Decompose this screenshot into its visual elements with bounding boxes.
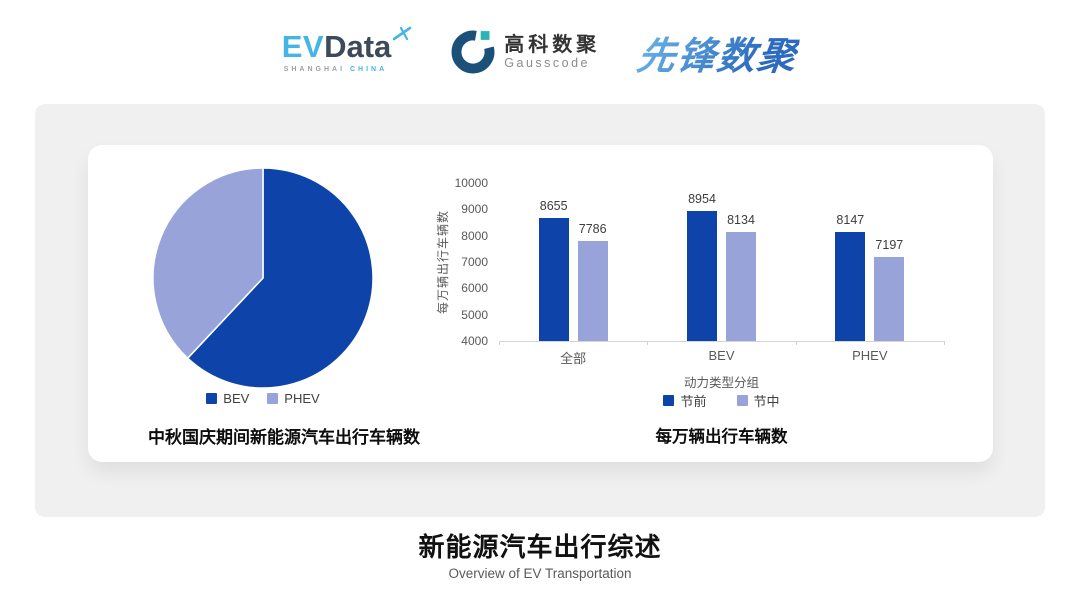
pie-legend-label-phev: PHEV: [284, 391, 320, 406]
header-logos: EV Data SHANGHAI CHINA 高科数聚 Gausscode 先锋…: [0, 22, 1080, 82]
gausscode-cn-name: 高科数聚: [504, 33, 601, 56]
x-axis-line: [499, 341, 944, 342]
y-tick-7000: 7000: [461, 255, 488, 269]
bar-value-pre-holiday-all: 8655: [539, 199, 568, 214]
y-tick-10000: 10000: [454, 176, 488, 190]
x-tick-all: 全部: [560, 351, 587, 366]
evdata-tagline: SHANGHAI CHINA: [282, 66, 414, 73]
y-tick-4000: 4000: [461, 334, 488, 348]
y-axis-title: 每万辆出行车辆数: [436, 210, 450, 315]
gausscode-text: 高科数聚 Gausscode: [504, 34, 600, 71]
pie-legend-swatch-phev: [267, 393, 279, 404]
page-title: 新能源汽车出行综述: [418, 532, 662, 562]
bar-mid-holiday-phev: [874, 256, 905, 341]
bar-legend-label-mid-holiday: 节中: [753, 394, 780, 409]
bar-mid-holiday-all: [577, 241, 608, 341]
bar-pre-holiday-bev: [687, 210, 717, 341]
gausscode-en-name: Gausscode: [504, 55, 590, 70]
pie-legend-item-bev: BEV: [206, 391, 249, 406]
x-tick-bev: BEV: [708, 348, 735, 363]
pioneer-logo: 先锋数聚: [634, 25, 802, 80]
bar-legend-item-mid-holiday: 节中: [736, 391, 780, 410]
bar-value-mid-holiday-phev: 7197: [875, 237, 904, 252]
evdata-data-text: Data: [324, 29, 392, 64]
y-tick-5000: 5000: [461, 307, 488, 322]
gausscode-mark-icon: [451, 30, 495, 74]
gausscode-logo: 高科数聚 Gausscode: [451, 30, 600, 74]
page-subtitle: Overview of EV Transportation: [448, 566, 632, 581]
pie-legend-label-bev: BEV: [223, 391, 250, 406]
bar-value-mid-holiday-all: 7786: [578, 222, 607, 237]
evdata-tagline-shanghai: SHANGHAI: [283, 66, 346, 73]
x-axis-tick: [647, 341, 649, 345]
bar-legend: 节前 节中: [499, 391, 944, 410]
evdata-tagline-china: CHINA: [350, 66, 388, 73]
bar-value-pre-holiday-bev: 8954: [688, 191, 716, 206]
x-tick-phev: PHEV: [852, 348, 888, 363]
x-axis-tick: [944, 341, 945, 345]
x-axis-tick: [795, 341, 797, 345]
bar-chart-title: 每万辆出行车辆数: [655, 428, 788, 446]
pie-slice-phev: [152, 167, 264, 360]
bar-legend-label-pre-holiday: 节前: [680, 394, 707, 409]
pie-slice-bev: [186, 167, 374, 389]
y-tick-9000: 9000: [461, 202, 488, 217]
evdata-ev-text: EV: [281, 29, 325, 64]
pie-chart-title: 中秋国庆期间新能源汽车出行车辆数: [148, 428, 420, 447]
bar-legend-item-pre-holiday: 节前: [663, 391, 707, 410]
evdata-wordmark: EV Data: [281, 26, 414, 64]
pie-legend-swatch-bev: [206, 393, 218, 404]
y-tick-6000: 6000: [461, 281, 488, 296]
bar-legend-swatch-mid-holiday: [736, 395, 748, 406]
pie-legend-item-phev: PHEV: [267, 391, 320, 406]
x-axis-tick: [499, 341, 500, 345]
pie-legend: BEV PHEV: [151, 391, 375, 406]
pie-graphic: [152, 167, 374, 389]
bar-legend-swatch-pre-holiday: [663, 395, 675, 406]
bar-pre-holiday-all: [538, 218, 569, 341]
evdata-logo: EV Data SHANGHAI CHINA: [281, 26, 414, 73]
bar-value-mid-holiday-bev: 8134: [727, 213, 755, 228]
bar-pre-holiday-phev: [835, 231, 866, 341]
evdata-x-icon: [393, 26, 412, 41]
bar-mid-holiday-bev: [726, 232, 756, 341]
y-tick-8000: 8000: [461, 228, 488, 243]
bar-value-pre-holiday-phev: 8147: [836, 212, 865, 227]
x-axis-title: 动力类型分组: [683, 376, 759, 390]
